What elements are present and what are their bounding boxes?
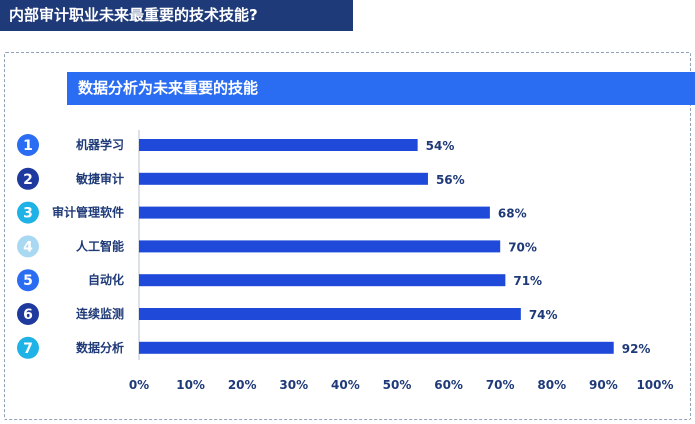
category-label: 机器学习 xyxy=(76,137,124,152)
category-label: 人工智能 xyxy=(76,238,124,253)
x-tick-label: 70% xyxy=(486,378,515,392)
bar xyxy=(139,206,490,219)
bar xyxy=(139,274,506,287)
x-tick-label: 40% xyxy=(331,378,360,392)
bar-value-label: 68% xyxy=(498,207,527,221)
bar-value-label: 71% xyxy=(513,274,542,288)
bar xyxy=(139,139,418,151)
bar-value-label: 70% xyxy=(508,240,537,254)
rank-badge xyxy=(17,201,39,224)
x-tick-label: 0% xyxy=(129,378,149,392)
category-label: 连续监测 xyxy=(76,306,124,321)
rank-badge xyxy=(17,235,39,258)
rank-badge xyxy=(17,167,39,190)
x-tick-label: 10% xyxy=(176,378,205,392)
category-label: 自动化 xyxy=(88,272,124,287)
bar-value-label: 54% xyxy=(426,139,455,153)
rank-badge-number: 6 xyxy=(23,307,33,323)
rank-badge xyxy=(17,269,39,292)
x-tick-label: 20% xyxy=(228,378,257,392)
bar xyxy=(139,308,521,320)
rank-badge xyxy=(17,336,39,359)
category-label: 数据分析 xyxy=(76,340,124,355)
chart-title: 数据分析为未来重要的技能 xyxy=(67,72,695,105)
rank-badge xyxy=(17,134,39,156)
x-tick-label: 90% xyxy=(589,378,618,392)
category-label: 敏捷审计 xyxy=(75,171,124,186)
rank-badge xyxy=(17,303,39,325)
x-tick-label: 100% xyxy=(636,378,673,392)
page-header-title: 内部审计职业未来最重要的技术技能? xyxy=(0,0,353,31)
bar xyxy=(139,240,501,253)
bar-value-label: 92% xyxy=(622,342,651,356)
x-tick-label: 80% xyxy=(537,378,566,392)
x-tick-label: 30% xyxy=(279,378,308,392)
x-tick-label: 50% xyxy=(383,378,412,392)
chart-panel xyxy=(4,52,691,420)
rank-badge-number: 4 xyxy=(23,239,33,255)
rank-badge-number: 5 xyxy=(23,273,33,289)
bar xyxy=(139,172,428,185)
x-tick-label: 60% xyxy=(434,378,463,392)
rank-badge-number: 7 xyxy=(23,341,33,357)
category-label: 审计管理软件 xyxy=(52,205,124,220)
rank-badge-number: 2 xyxy=(23,172,33,188)
rank-badge-number: 3 xyxy=(23,206,33,222)
bar-value-label: 74% xyxy=(529,308,558,322)
bar xyxy=(139,341,614,354)
bar-value-label: 56% xyxy=(436,173,465,187)
rank-badge-number: 1 xyxy=(23,138,33,154)
